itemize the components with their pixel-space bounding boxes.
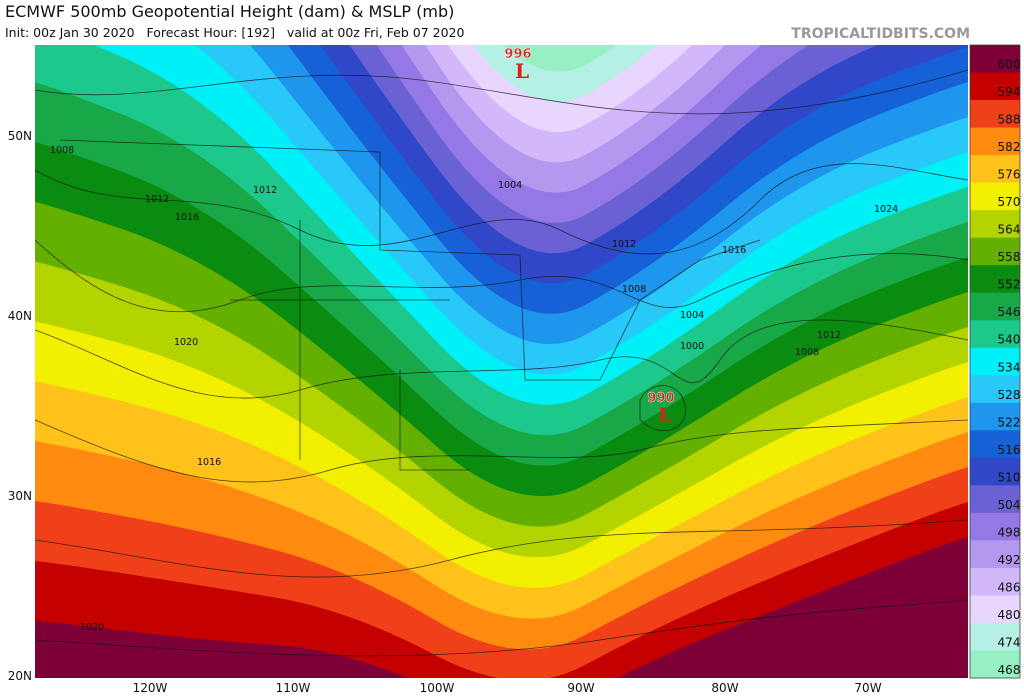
colorbar-cell [970, 457, 1020, 486]
isobar-label: 1012 [253, 185, 277, 196]
border-lines [59, 139, 761, 471]
colorbar-cell [970, 622, 1020, 651]
isobar [35, 69, 968, 115]
colorbar-label: 516 [998, 443, 1021, 457]
isobar [35, 239, 968, 313]
colorbar-cell [970, 485, 1020, 514]
isobar-label: 1000 [680, 341, 704, 352]
colorbar-label: 558 [998, 250, 1021, 264]
colorbar-frame [969, 44, 1021, 679]
map-area [35, 45, 968, 678]
site-credit: TROPICALTIDBITS.COM [791, 26, 970, 42]
title: ECMWF 500mb Geopotential Height (dam) & … [5, 2, 454, 21]
colorbar-cell [970, 595, 1020, 624]
low-symbol: L [658, 403, 672, 427]
colorbar: 600 594 588 582 576 570 564 558 552 546 540 534 528 5… [969, 44, 1021, 679]
colorbar-cell [970, 320, 1020, 349]
colorbar-cell [970, 127, 1020, 156]
colorbar-label: 600 [998, 58, 1021, 72]
isobar-label: 1004 [680, 310, 704, 321]
colorbar-label: 546 [998, 305, 1021, 319]
longitude-label: 70W [854, 681, 881, 695]
colorbar-cell [970, 375, 1020, 404]
colorbar-label: 528 [998, 388, 1021, 402]
colorbar-label: 474 [998, 635, 1021, 649]
colorbar-cell [970, 265, 1020, 294]
isobars [35, 69, 968, 657]
colorbar-cell [970, 402, 1020, 431]
isobar [35, 419, 968, 483]
isobar [35, 163, 968, 255]
isobar-label: 1012 [612, 239, 636, 250]
latitude-label: 30N [8, 489, 32, 503]
longitude-label: 90W [567, 681, 594, 695]
low-pressure-value: 990 [647, 391, 674, 406]
isobar-label: 1004 [498, 180, 522, 191]
colorbar-label: 552 [998, 278, 1021, 292]
low-pressure-value: 996 [504, 47, 531, 62]
longitude-label: 80W [711, 681, 738, 695]
colorbar-cell [970, 237, 1020, 266]
isobar-label: 1016 [722, 245, 746, 256]
isobar-label: 1020 [174, 337, 198, 348]
colorbar-label: 582 [998, 140, 1021, 154]
colorbar-label: 486 [998, 580, 1021, 594]
isobar-label: 1008 [795, 347, 819, 358]
colorbar-cell [970, 292, 1020, 321]
colorbar-label: 498 [998, 525, 1021, 539]
isobar-label: 1012 [817, 330, 841, 341]
colorbar-cell [970, 210, 1020, 239]
isobar [35, 599, 968, 657]
isobar-label: 1012 [145, 194, 169, 205]
colorbar-label: 570 [998, 195, 1021, 209]
isobar-label: 1020 [80, 622, 104, 633]
isobar [35, 519, 968, 578]
colorbar-label: 540 [998, 333, 1021, 347]
colorbar-cell [970, 512, 1020, 541]
isobar-label: 1016 [175, 212, 199, 223]
colorbar-label: 522 [998, 415, 1021, 429]
colorbar-cell [970, 72, 1020, 101]
latitude-label: 50N [8, 129, 32, 143]
low-symbol: L [515, 59, 529, 83]
colorbar-label: 504 [998, 498, 1021, 512]
colorbar-cell [970, 155, 1020, 184]
colorbar-label: 510 [998, 470, 1021, 484]
colorbar-label: 480 [998, 608, 1021, 622]
colorbar-cell [970, 650, 1020, 679]
longitude-label: 110W [276, 681, 311, 695]
colorbar-label: 594 [998, 85, 1021, 99]
colorbar-label: 576 [998, 168, 1021, 182]
latitude-label: 40N [8, 309, 32, 323]
colorbar-cell [970, 540, 1020, 569]
colorbar-label: 492 [998, 553, 1021, 567]
isobar-label: 1008 [50, 145, 74, 156]
colorbar-label: 534 [998, 360, 1021, 374]
colorbar-label: 588 [998, 113, 1021, 127]
colorbar-label: 468 [998, 663, 1021, 677]
isobar-label: 1024 [874, 204, 898, 215]
colorbar-cell [970, 430, 1020, 459]
isobar [35, 319, 968, 399]
colorbar-label: 564 [998, 223, 1021, 237]
isobar [639, 385, 686, 431]
isobar-label: 1016 [197, 457, 221, 468]
colorbar-cell [970, 567, 1020, 596]
longitude-label: 120W [133, 681, 168, 695]
colorbar-cell [970, 100, 1020, 129]
height-band [35, 537, 968, 678]
latitude-label: 20N [8, 669, 32, 683]
longitude-label: 100W [420, 681, 455, 695]
isobar-label: 1008 [622, 284, 646, 295]
colorbar-cell [970, 347, 1020, 376]
subtitle: Init: 00z Jan 30 2020 Forecast Hour: [19… [5, 25, 465, 40]
colorbar-cell [970, 182, 1020, 211]
colorbar-cell [970, 45, 1020, 74]
